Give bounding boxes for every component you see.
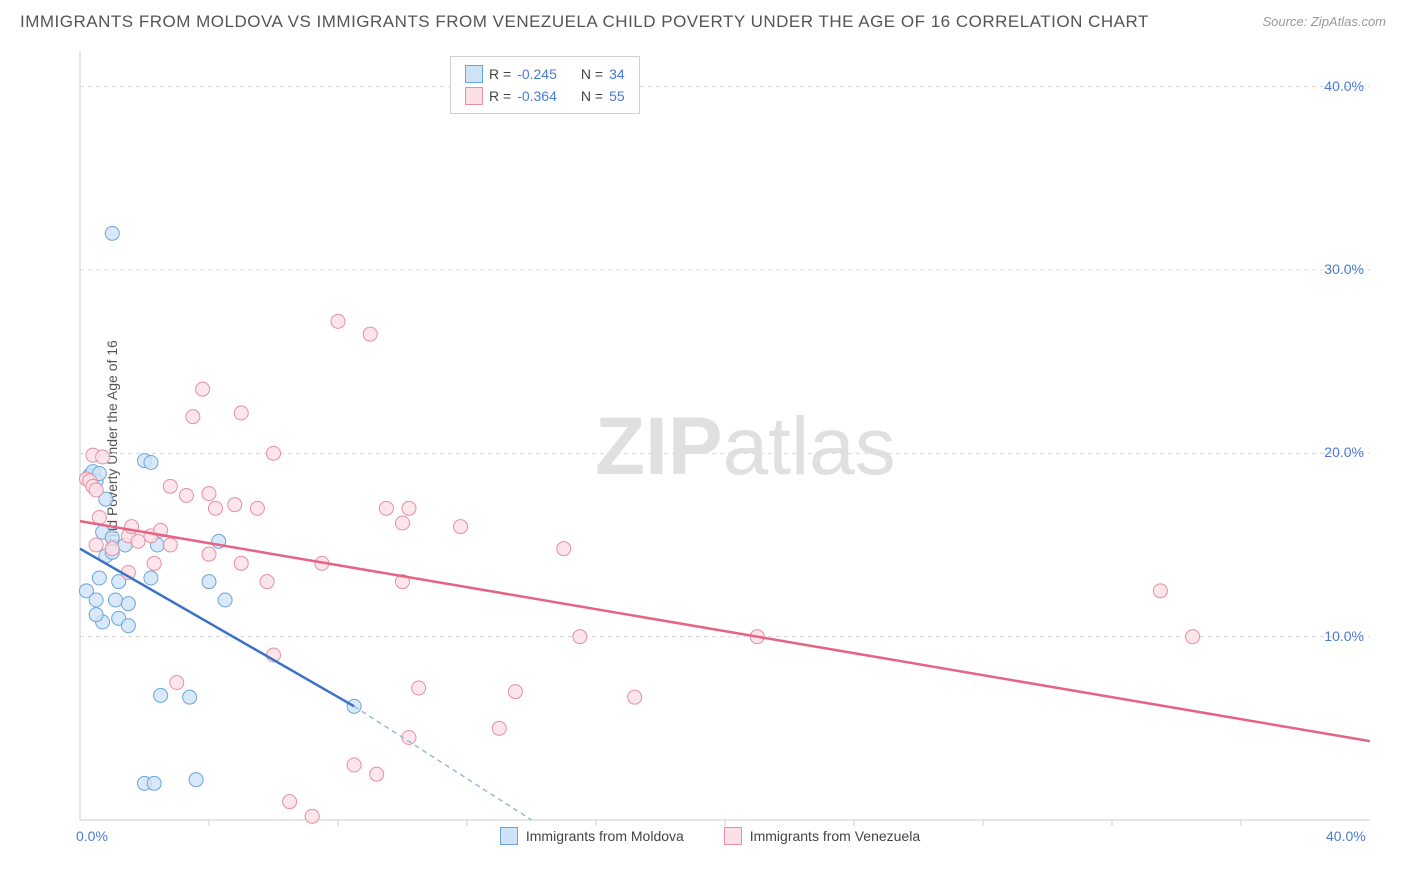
source-attribution: Source: ZipAtlas.com	[1262, 14, 1386, 29]
chart-title: IMMIGRANTS FROM MOLDOVA VS IMMIGRANTS FR…	[20, 12, 1149, 32]
legend-r-label: R =	[489, 88, 511, 104]
legend-r-label: R =	[489, 66, 511, 82]
bottom-legend: Immigrants from Moldova Immigrants from …	[50, 827, 1370, 848]
correlation-legend: R = -0.245 N = 34 R = -0.364 N = 55	[450, 56, 640, 114]
y-tick-label: 20.0%	[1324, 444, 1364, 460]
chart-svg	[50, 40, 1370, 840]
y-tick-label: 30.0%	[1324, 261, 1364, 277]
legend-n-label: N =	[581, 88, 603, 104]
legend-series-label: Immigrants from Moldova	[526, 828, 684, 844]
legend-r-value: -0.245	[517, 66, 557, 82]
legend-n-label: N =	[581, 66, 603, 82]
legend-row: R = -0.245 N = 34	[465, 63, 625, 85]
chart-area: ZIPatlas 10.0% 20.0% 30.0% 40.0% 0.0% 40…	[50, 40, 1370, 840]
legend-r-value: -0.364	[517, 88, 557, 104]
legend-swatch	[465, 65, 483, 83]
legend-series-label: Immigrants from Venezuela	[750, 828, 920, 844]
y-tick-label: 40.0%	[1324, 78, 1364, 94]
y-tick-label: 10.0%	[1324, 628, 1364, 644]
legend-swatch	[465, 87, 483, 105]
legend-swatch	[500, 827, 518, 845]
legend-item: Immigrants from Venezuela	[724, 827, 920, 845]
legend-swatch	[724, 827, 742, 845]
legend-item: Immigrants from Moldova	[500, 827, 684, 845]
legend-n-value: 55	[609, 88, 625, 104]
legend-n-value: 34	[609, 66, 625, 82]
legend-row: R = -0.364 N = 55	[465, 85, 625, 107]
